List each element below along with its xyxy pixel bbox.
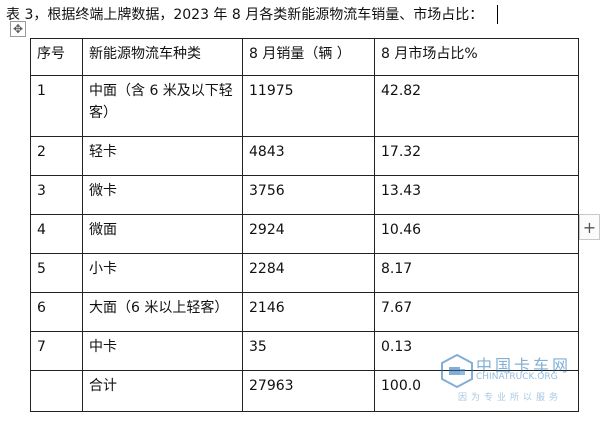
- header-cell-share[interactable]: 8 月市场占比%: [374, 38, 579, 76]
- table-row: 7 中卡 35 0.13: [30, 331, 579, 371]
- cell-no[interactable]: 2: [30, 136, 83, 176]
- cell-no[interactable]: 3: [30, 175, 83, 215]
- cell-share[interactable]: 17.32: [374, 136, 579, 176]
- header-cell-type[interactable]: 新能源物流车种类: [82, 38, 243, 76]
- table-total-row: 合计 27963 100.0: [30, 370, 579, 412]
- cell-no[interactable]: 7: [30, 331, 83, 371]
- table-row: 4 微面 2924 10.46: [30, 214, 579, 254]
- watermark-title: 中国卡车网: [476, 356, 572, 375]
- cell-no[interactable]: [30, 370, 83, 412]
- cell-share[interactable]: 7.67: [374, 292, 579, 332]
- cell-no[interactable]: 4: [30, 214, 83, 254]
- cell-no[interactable]: 1: [30, 75, 83, 137]
- cell-type[interactable]: 微卡: [82, 175, 243, 215]
- cell-type[interactable]: 微面: [82, 214, 243, 254]
- table-header-row: 序号 新能源物流车种类 8 月销量（辆 ） 8 月市场占比%: [30, 38, 579, 76]
- cell-type[interactable]: 合计: [82, 370, 243, 412]
- cell-share[interactable]: 13.43: [374, 175, 579, 215]
- table-caption: 表 3，根据终端上牌数据，2023 年 8 月各类新能源物流车销量、市场占比：: [6, 7, 484, 23]
- cell-sales[interactable]: 35: [242, 331, 375, 371]
- cell-share[interactable]: 100.0: [374, 370, 579, 412]
- cell-sales[interactable]: 2146: [242, 292, 375, 332]
- move-cross-icon[interactable]: ✥: [10, 21, 26, 37]
- cell-share[interactable]: 10.46: [374, 214, 579, 254]
- cell-sales[interactable]: 2924: [242, 214, 375, 254]
- header-cell-sales[interactable]: 8 月销量（辆 ）: [242, 38, 375, 76]
- cell-share[interactable]: 8.17: [374, 253, 579, 293]
- cell-sales[interactable]: 4843: [242, 136, 375, 176]
- cell-share[interactable]: 0.13: [374, 331, 579, 371]
- cell-sales[interactable]: 27963: [242, 370, 375, 412]
- watermark-logo: 中国卡车网 CHINATRUCK.ORG 因为专业所以服务: [440, 350, 590, 408]
- cell-type[interactable]: 中卡: [82, 331, 243, 371]
- cell-no[interactable]: 6: [30, 292, 83, 332]
- cell-type[interactable]: 小卡: [82, 253, 243, 293]
- table-row: 5 小卡 2284 8.17: [30, 253, 579, 293]
- cell-sales[interactable]: 2284: [242, 253, 375, 293]
- cell-sales[interactable]: 3756: [242, 175, 375, 215]
- sales-table: 序号 新能源物流车种类 8 月销量（辆 ） 8 月市场占比% 1 中面（含 6 …: [30, 38, 579, 412]
- cell-type[interactable]: 轻卡: [82, 136, 243, 176]
- cell-share[interactable]: 42.82: [374, 75, 579, 137]
- table-row: 2 轻卡 4843 17.32: [30, 136, 579, 176]
- cell-type[interactable]: 大面（6 米以上轻客）: [82, 292, 243, 332]
- watermark-site: CHINATRUCK.ORG: [476, 372, 558, 382]
- cell-no[interactable]: 5: [30, 253, 83, 293]
- cell-sales[interactable]: 11975: [242, 75, 375, 137]
- truck-logo-icon: [441, 354, 473, 388]
- table-row: 1 中面（含 6 米及以下轻客） 11975 42.82: [30, 75, 579, 137]
- watermark-slogan: 因为专业所以服务: [458, 393, 563, 403]
- cell-type[interactable]: 中面（含 6 米及以下轻客）: [82, 75, 243, 137]
- header-cell-no[interactable]: 序号: [30, 38, 83, 76]
- plus-icon[interactable]: +: [579, 214, 600, 240]
- table-row: 3 微卡 3756 13.43: [30, 175, 579, 215]
- table-row: 6 大面（6 米以上轻客） 2146 7.67: [30, 292, 579, 332]
- text-cursor: [497, 5, 498, 24]
